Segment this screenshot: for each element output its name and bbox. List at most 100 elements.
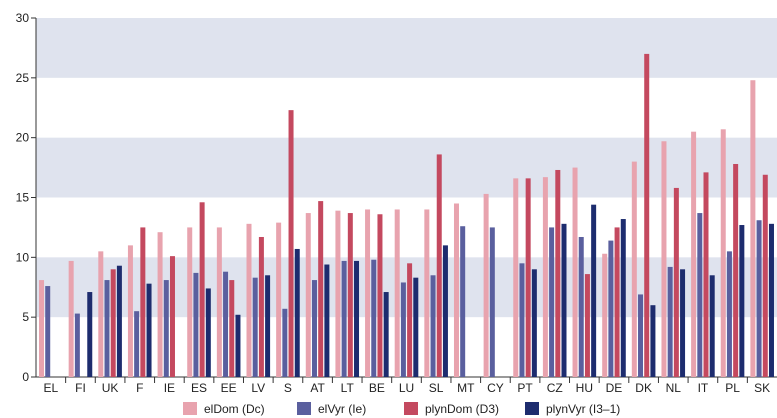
y-tick-label: 10 [16, 250, 30, 264]
bar [483, 193, 489, 377]
x-tick-label: SK [754, 381, 770, 395]
bar [39, 280, 45, 377]
bar [608, 240, 614, 377]
bar [644, 53, 650, 378]
bar [519, 263, 525, 377]
bar [638, 294, 644, 377]
bar [697, 213, 703, 377]
bar [187, 227, 193, 377]
bar [584, 274, 590, 377]
x-tick-label: EE [221, 381, 237, 395]
bar [436, 154, 442, 377]
bar [87, 292, 93, 377]
bar [591, 204, 597, 377]
legend-label: elVyr (Ie) [318, 402, 366, 416]
bar [229, 280, 235, 377]
bar [74, 313, 80, 377]
bar [602, 253, 608, 377]
bar [265, 275, 271, 377]
bar [762, 174, 768, 377]
legend-label: elDom (Dc) [204, 402, 265, 416]
bar [169, 256, 175, 377]
bar [525, 178, 531, 377]
bar [371, 259, 377, 377]
bar [223, 271, 229, 377]
bar [720, 129, 726, 377]
x-tick-label: UK [102, 381, 119, 395]
bar [614, 227, 620, 377]
grid-band [36, 137, 777, 198]
bar [442, 245, 448, 377]
bar [650, 305, 656, 377]
x-tick-label: CZ [547, 381, 563, 395]
bar [691, 131, 697, 377]
bar [726, 251, 732, 377]
bar [703, 172, 709, 377]
legend-swatch [297, 402, 311, 415]
bar [216, 227, 222, 377]
x-tick-label: LV [251, 381, 265, 395]
x-tick-label: HU [576, 381, 593, 395]
x-tick-label: DE [606, 381, 623, 395]
bar [235, 314, 241, 377]
bar [98, 251, 104, 377]
bar [549, 227, 555, 377]
x-tick-label: S [284, 381, 292, 395]
bar [258, 236, 264, 377]
bar [739, 225, 745, 377]
bar [324, 264, 330, 377]
x-tick-label: EL [43, 381, 58, 395]
bar [489, 227, 495, 377]
bar [252, 277, 258, 377]
x-tick-label: AT [310, 381, 325, 395]
bar [134, 311, 140, 377]
x-tick-label: F [136, 381, 143, 395]
bar [305, 213, 311, 377]
bar [572, 167, 578, 377]
bar [276, 222, 282, 377]
bar [513, 178, 519, 377]
x-tick-label: LT [341, 381, 355, 395]
bar [531, 269, 537, 377]
bar [394, 209, 400, 377]
y-tick-label: 25 [16, 71, 30, 85]
bar [205, 288, 211, 377]
legend-swatch [525, 402, 539, 415]
x-tick-label: PT [517, 381, 533, 395]
bar [157, 232, 163, 377]
x-tick-label: DK [635, 381, 652, 395]
bar [140, 227, 146, 377]
y-tick-label: 20 [16, 131, 30, 145]
bar [104, 280, 110, 377]
x-tick-label: MT [457, 381, 475, 395]
bar [424, 209, 430, 377]
bar [673, 187, 679, 377]
x-tick-label: FI [75, 381, 86, 395]
legend: elDom (Dc) elVyr (Ie) plynDom (D3) plynVyr … [183, 402, 620, 416]
bar [311, 280, 317, 377]
y-tick-label: 15 [16, 191, 30, 205]
bar [750, 80, 756, 377]
bar [193, 272, 199, 377]
x-tick-label: IT [698, 381, 709, 395]
bar [146, 283, 152, 377]
bar [667, 266, 673, 377]
x-tick-label: SL [429, 381, 444, 395]
bar [335, 210, 341, 377]
bar [709, 275, 715, 377]
bar [631, 161, 637, 377]
legend-swatch [183, 402, 197, 415]
y-tick-label: 30 [16, 11, 30, 25]
bar [460, 226, 466, 377]
bar [733, 163, 739, 377]
bar [68, 260, 74, 377]
bar [318, 201, 324, 377]
bar [407, 263, 413, 377]
x-tick-label: IE [164, 381, 175, 395]
bar [430, 275, 436, 377]
x-tick-label: ES [191, 381, 207, 395]
bar [288, 110, 294, 377]
grid-band [36, 18, 777, 78]
bar [383, 292, 389, 377]
